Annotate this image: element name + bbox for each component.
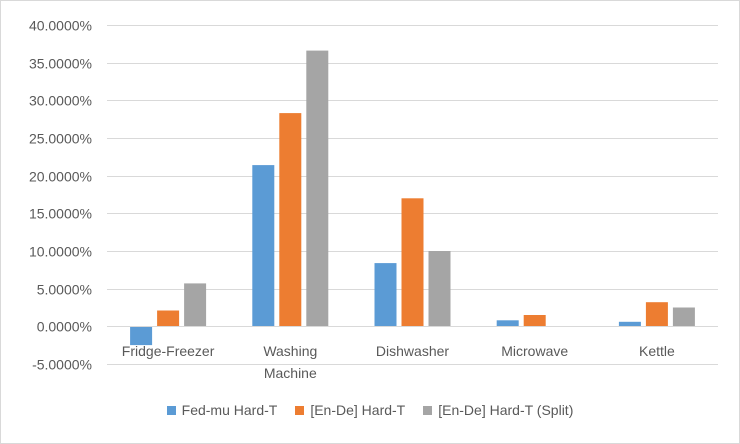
legend-item-en-de-split: [En-De] Hard-T (Split) bbox=[423, 402, 573, 418]
bar-en-de-hard-t bbox=[645, 302, 668, 327]
x-category-label: Microwave bbox=[501, 343, 568, 359]
bar-en-de-hard-t bbox=[523, 315, 546, 327]
bar-fed-mu-hard-t bbox=[496, 320, 519, 327]
y-tick-label: 10.0000% bbox=[29, 244, 92, 260]
legend-item-en-de: [En-De] Hard-T bbox=[295, 402, 405, 418]
legend-label-en-de: [En-De] Hard-T bbox=[310, 402, 406, 418]
bar-en-de-hard-t-split bbox=[428, 251, 451, 327]
bar-fed-mu-hard-t bbox=[374, 263, 397, 327]
bars bbox=[130, 50, 695, 346]
bar-en-de-hard-t-split bbox=[184, 283, 207, 327]
legend-swatch-en-de bbox=[295, 405, 305, 415]
bar-en-de-hard-t bbox=[401, 198, 424, 327]
x-category-label: Dishwasher bbox=[376, 343, 449, 359]
bar-en-de-hard-t bbox=[279, 113, 302, 327]
bar-en-de-hard-t bbox=[157, 310, 180, 327]
bar-en-de-hard-t-split bbox=[306, 50, 329, 327]
x-category-label: Machine bbox=[264, 365, 317, 381]
y-axis-tick-labels: -5.0000% 0.0000% 5.0000% 10.0000% 15.0000% 20… bbox=[29, 18, 92, 373]
y-tick-label: -5.0000% bbox=[32, 357, 92, 373]
y-tick-label: 40.0000% bbox=[29, 18, 92, 34]
y-tick-label: 25.0000% bbox=[29, 131, 92, 147]
bar-fed-mu-hard-t bbox=[252, 165, 275, 327]
y-tick-label: 30.0000% bbox=[29, 93, 92, 109]
legend-swatch-en-de-split bbox=[423, 405, 433, 415]
x-category-label: Kettle bbox=[639, 343, 675, 359]
legend-item-fed-mu: Fed-mu Hard-T bbox=[166, 402, 278, 418]
y-tick-label: 15.0000% bbox=[29, 206, 92, 222]
bar-en-de-hard-t-split bbox=[672, 307, 695, 327]
y-tick-label: 35.0000% bbox=[29, 56, 92, 72]
x-category-label: Washing bbox=[263, 343, 317, 359]
legend-swatch-fed-mu bbox=[166, 405, 176, 415]
legend: Fed-mu Hard-T [En-De] Hard-T [En-De] Har… bbox=[1, 402, 739, 418]
legend-label-en-de-split: [En-De] Hard-T (Split) bbox=[438, 402, 574, 418]
legend-label-fed-mu: Fed-mu Hard-T bbox=[181, 402, 278, 418]
gridlines bbox=[107, 25, 718, 365]
y-tick-label: 20.0000% bbox=[29, 169, 92, 185]
bar-fed-mu-hard-t bbox=[618, 321, 641, 327]
y-tick-label: 0.0000% bbox=[37, 319, 92, 335]
x-category-label: Fridge-Freezer bbox=[122, 343, 215, 359]
y-tick-label: 5.0000% bbox=[37, 282, 92, 298]
x-axis-category-labels: Fridge-Freezer Washing Machine Dishwasher Mi… bbox=[122, 343, 675, 381]
bar-fed-mu-hard-t bbox=[130, 326, 153, 346]
